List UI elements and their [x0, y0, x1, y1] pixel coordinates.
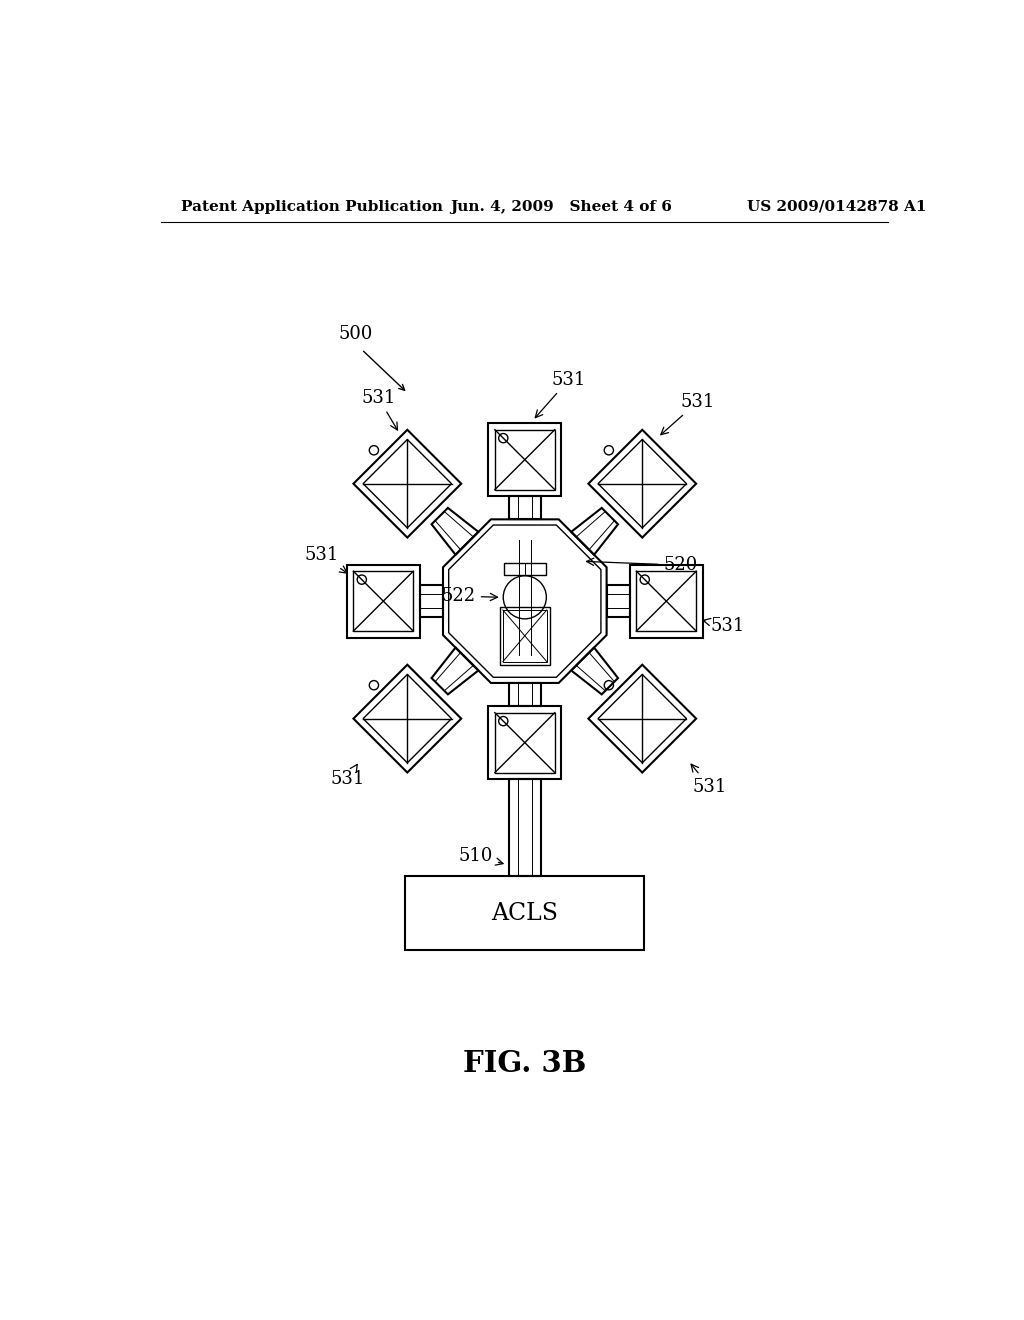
Text: FIG. 3B: FIG. 3B: [463, 1048, 587, 1077]
Text: 520: 520: [587, 556, 697, 574]
Text: 531: 531: [361, 389, 397, 430]
Text: 510: 510: [459, 847, 503, 865]
Text: Jun. 4, 2009   Sheet 4 of 6: Jun. 4, 2009 Sheet 4 of 6: [451, 199, 672, 214]
Text: 531: 531: [304, 546, 347, 573]
Text: 531: 531: [660, 392, 715, 434]
Text: 531: 531: [536, 371, 586, 417]
Text: US 2009/0142878 A1: US 2009/0142878 A1: [746, 199, 926, 214]
Text: ACLS: ACLS: [492, 902, 558, 924]
Text: 522: 522: [441, 587, 498, 605]
Text: 500: 500: [339, 325, 373, 343]
Text: 531: 531: [703, 616, 744, 635]
Text: 531: 531: [331, 764, 365, 788]
Text: Patent Application Publication: Patent Application Publication: [180, 199, 442, 214]
Text: 531: 531: [691, 764, 727, 796]
